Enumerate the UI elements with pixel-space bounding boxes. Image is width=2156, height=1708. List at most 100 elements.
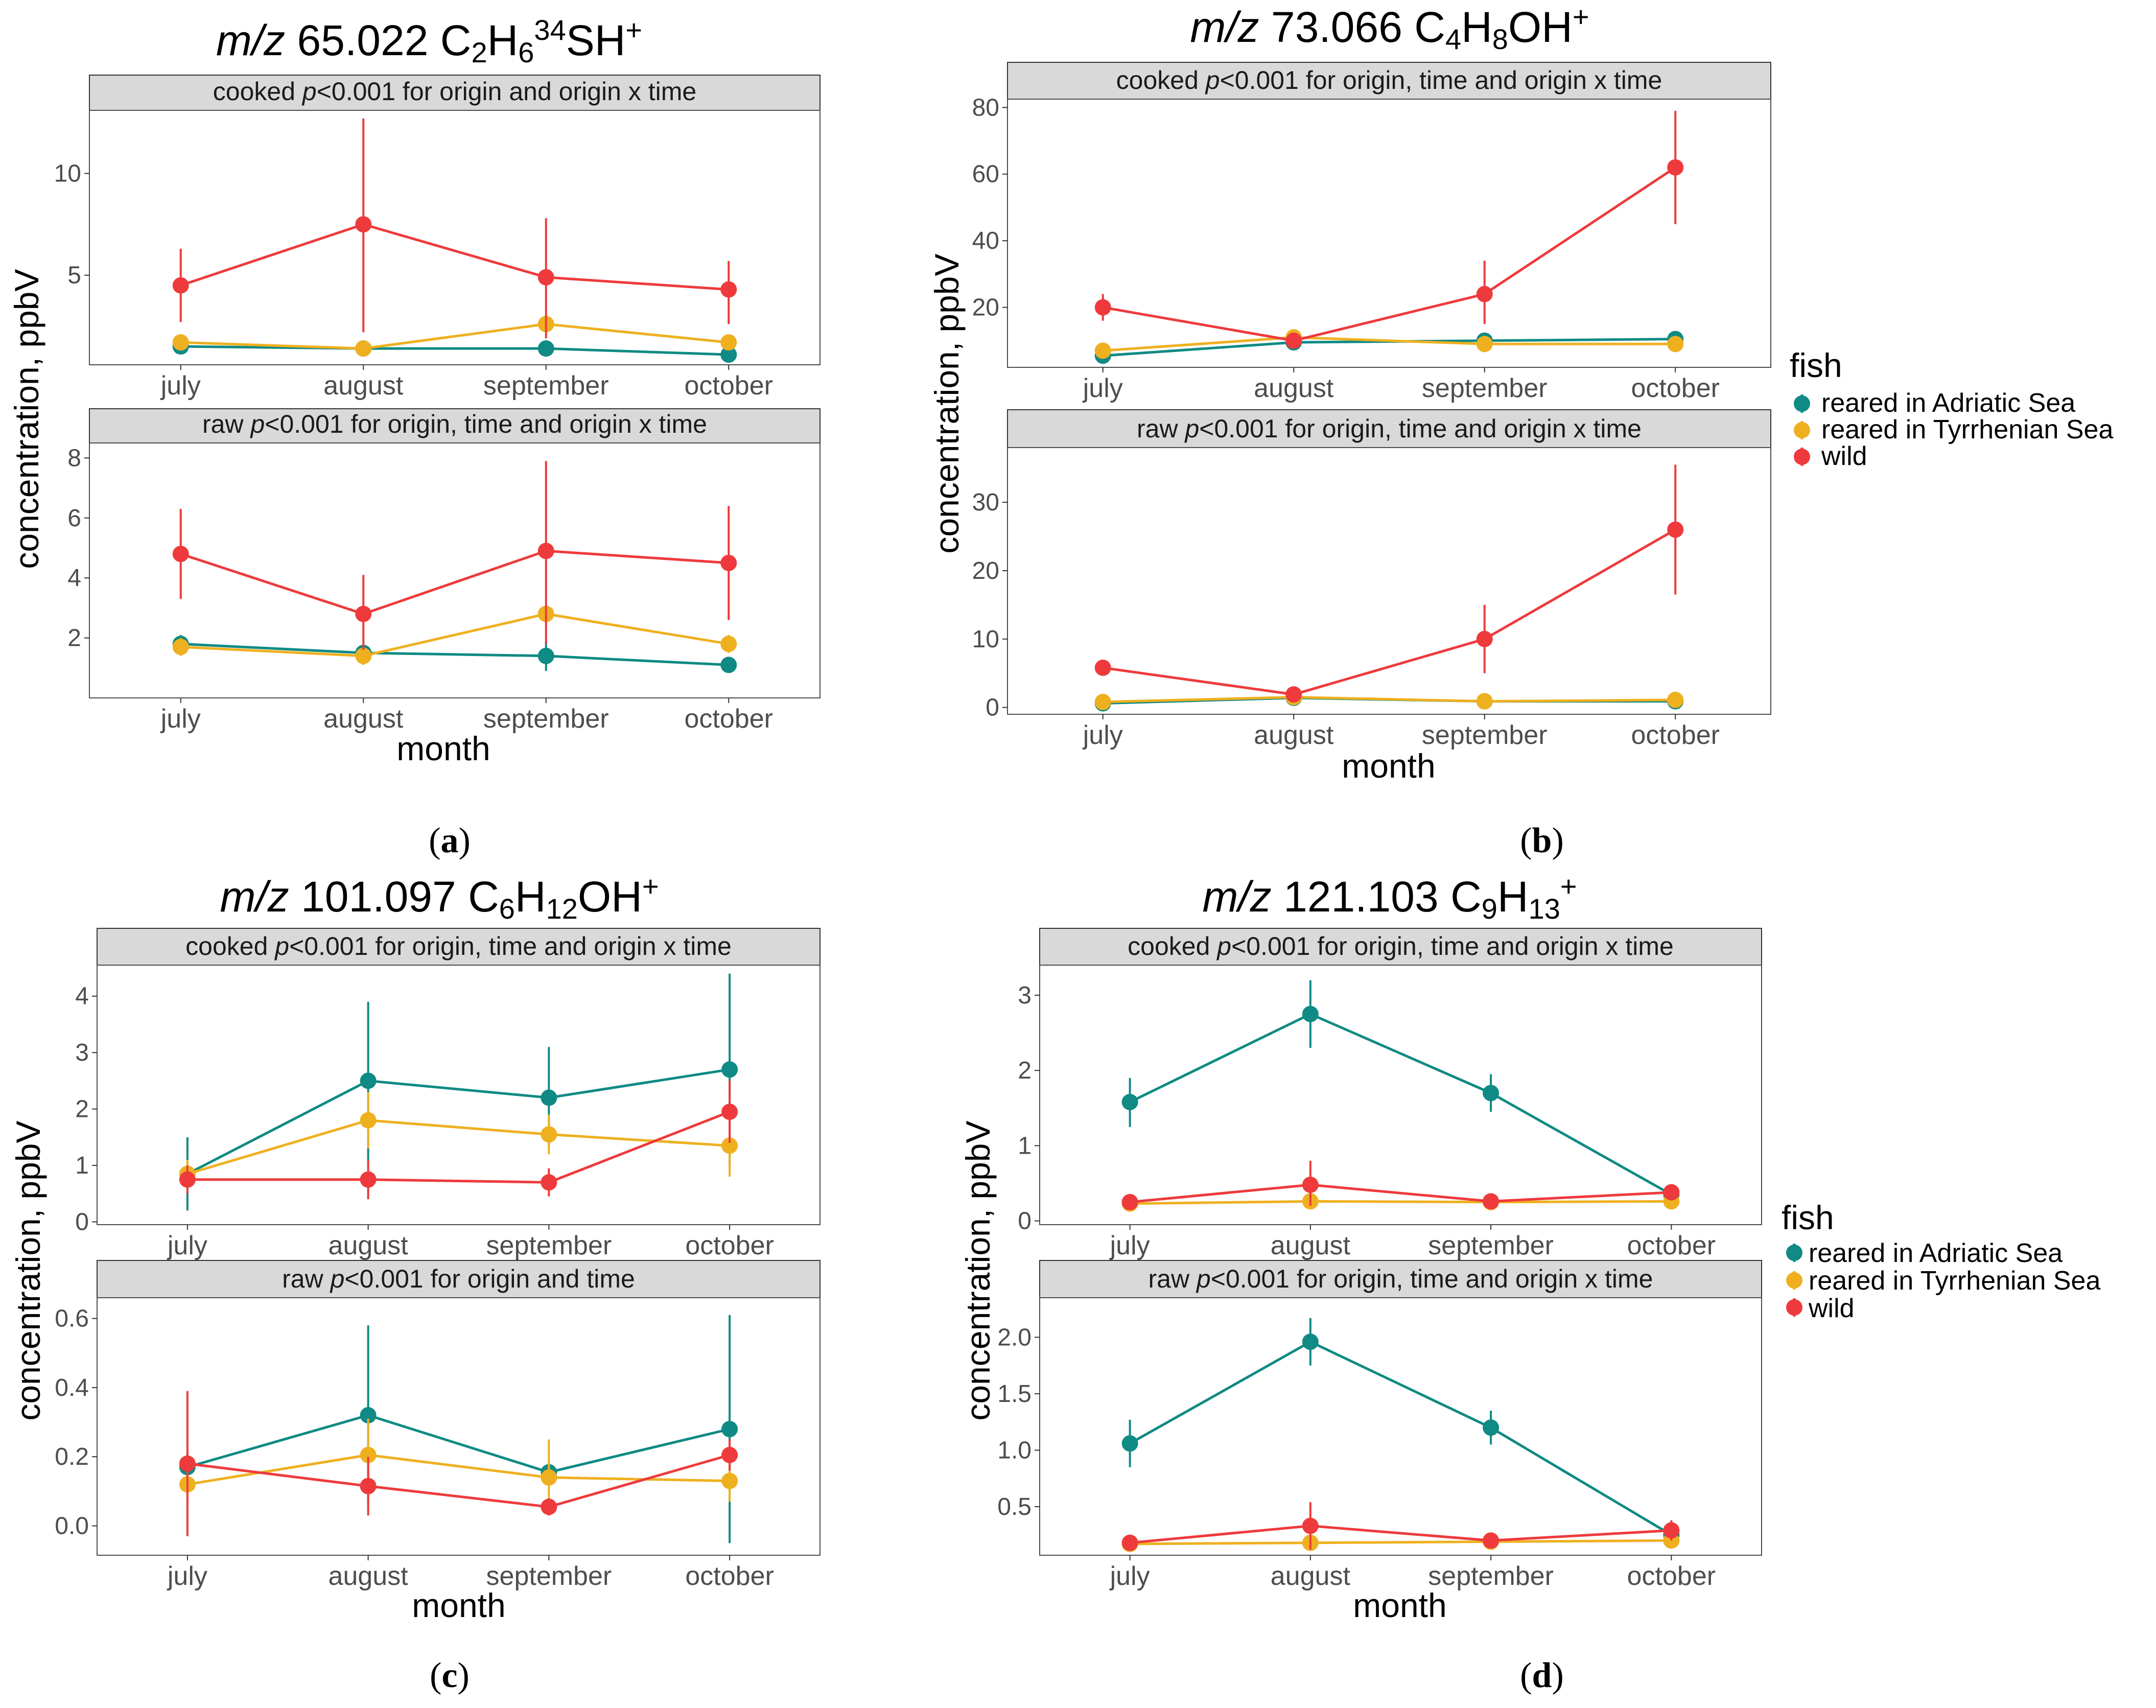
y-tick-label: 1 xyxy=(1018,1132,1032,1159)
strip-label: cooked p<0.001 for origin and origin x t… xyxy=(213,77,696,106)
figure-b: m/z 73.066 C4H8OH+ concentration, ppbV m… xyxy=(928,1,1589,860)
legend-bottom-entry-wild: wild xyxy=(1786,1294,1855,1323)
data-point-adriatic xyxy=(537,647,554,664)
data-point-adriatic xyxy=(1483,1419,1499,1436)
series-line-adriatic xyxy=(180,642,729,666)
y-tick-label: 0.6 xyxy=(55,1305,89,1332)
data-point-wild xyxy=(1483,1532,1499,1549)
y-tick-label: 2 xyxy=(67,625,81,652)
y-tick-label: 0 xyxy=(986,694,999,721)
strip-background xyxy=(89,75,821,111)
figure-a-title: m/z 65.022 C2H634SH+ xyxy=(216,14,642,68)
data-point-wild xyxy=(1094,299,1111,316)
data-point-wild xyxy=(1302,1176,1319,1193)
data-point-adriatic xyxy=(360,1407,377,1424)
data-point-tyrrhenian xyxy=(1094,693,1111,710)
data-point-adriatic xyxy=(360,1072,377,1089)
data-point-wild xyxy=(541,1499,557,1515)
y-tick-label: 60 xyxy=(972,161,999,188)
x-tick-label: september xyxy=(1428,1231,1554,1260)
data-point-adriatic xyxy=(537,340,554,357)
data-point-tyrrhenian xyxy=(355,340,372,357)
series-tyrrhenian xyxy=(172,316,737,357)
y-tick-label: 0.4 xyxy=(55,1374,89,1401)
series-line-wild xyxy=(1130,1183,1672,1204)
data-point-tyrrhenian xyxy=(1094,342,1111,359)
data-point-tyrrhenian xyxy=(541,1126,557,1143)
legend-top-label-tyrrhenian: reared in Tyrrhenian Sea xyxy=(1821,415,2113,444)
data-point-wild xyxy=(179,1171,196,1188)
series-line-adriatic xyxy=(180,345,729,356)
y-tick-label: 3 xyxy=(75,1039,89,1066)
legend-bottom-label-wild: wild xyxy=(1808,1294,1855,1323)
data-point-adriatic xyxy=(1121,1093,1138,1110)
y-tick-label: 20 xyxy=(972,294,999,321)
data-point-wild xyxy=(360,1478,377,1494)
series-line-tyrrhenian xyxy=(180,322,729,350)
legend-bottom-entry-adriatic: reared in Adriatic Sea xyxy=(1786,1238,2063,1268)
legend-top-entry-tyrrhenian: reared in Tyrrhenian Sea xyxy=(1794,415,2113,444)
figure-c-title: m/z 101.097 C6H12OH+ xyxy=(220,870,659,925)
series-line-adriatic xyxy=(186,1068,730,1175)
series-wild xyxy=(172,461,737,650)
y-tick-label: 1 xyxy=(75,1152,89,1179)
y-tick-label: 0 xyxy=(75,1208,89,1235)
series-line-tyrrhenian xyxy=(187,1119,730,1175)
y-tick-label: 10 xyxy=(972,626,999,653)
data-point-wild xyxy=(720,554,737,571)
x-tick-label: september xyxy=(1422,720,1548,750)
data-point-tyrrhenian xyxy=(360,1446,377,1463)
plot-frame xyxy=(89,442,821,698)
data-point-wild xyxy=(1663,1522,1680,1539)
chart-b-panel-cooked: cooked p<0.001 for origin, time and orig… xyxy=(972,62,1771,403)
x-tick-label: july xyxy=(1109,1231,1150,1260)
y-tick-label: 0.0 xyxy=(55,1512,89,1539)
series-line-tyrrhenian xyxy=(180,613,729,658)
legend-top-title: fish xyxy=(1790,346,1842,384)
chart-b-panel-raw: raw p<0.001 for origin, time and origin … xyxy=(972,409,1771,750)
x-tick-label: october xyxy=(685,1231,774,1260)
plot-frame xyxy=(97,965,821,1225)
x-tick-label: october xyxy=(1631,720,1720,750)
plot-frame xyxy=(97,1297,821,1556)
data-point-tyrrhenian xyxy=(172,639,189,656)
series-line-wild xyxy=(187,1110,731,1184)
x-tick-label: october xyxy=(1627,1231,1716,1260)
series-line-adriatic xyxy=(1129,1340,1672,1536)
x-tick-label: july xyxy=(1082,720,1123,750)
y-tick-label: 1.0 xyxy=(997,1437,1032,1464)
figure-d-xlabel: month xyxy=(1353,1586,1446,1624)
figure-d: m/z 121.103 C9H13+ concentration, ppbV m… xyxy=(959,870,1577,1695)
x-tick-label: august xyxy=(1254,720,1334,750)
data-point-wild xyxy=(1667,159,1684,176)
x-tick-label: september xyxy=(486,1561,612,1591)
legend-top-marker-tyrrhenian xyxy=(1794,422,1810,438)
legend-bottom: fish reared in Adriatic Sea reared in Ty… xyxy=(1782,1199,2100,1323)
data-point-wild xyxy=(720,281,737,298)
legend-top: fish reared in Adriatic Sea reared in Ty… xyxy=(1790,346,2113,471)
figure-a-sublabel: (a) xyxy=(429,821,471,860)
chart-c-panel-cooked: cooked p<0.001 for origin, time and orig… xyxy=(75,928,821,1260)
x-tick-label: october xyxy=(1631,373,1720,403)
data-point-wild xyxy=(1302,1517,1319,1534)
data-point-tyrrhenian xyxy=(360,1112,377,1129)
data-point-adriatic xyxy=(720,657,737,673)
series-wild xyxy=(172,118,737,339)
chart-d-panel-cooked: cooked p<0.001 for origin, time and orig… xyxy=(1018,928,1762,1260)
x-tick-label: august xyxy=(1271,1231,1351,1260)
legend-bottom-entry-tyrrhenian: reared in Tyrrhenian Sea xyxy=(1786,1266,2100,1296)
legend-top-entry-wild: wild xyxy=(1794,441,1867,471)
strip-background xyxy=(1039,1260,1762,1298)
y-tick-label: 4 xyxy=(75,983,89,1010)
x-tick-label: october xyxy=(1627,1561,1716,1591)
chart-d: cooked p<0.001 for origin, time and orig… xyxy=(997,928,1762,1591)
data-point-wild xyxy=(1476,286,1493,302)
chart-b: cooked p<0.001 for origin, time and orig… xyxy=(972,62,1771,750)
data-point-wild xyxy=(1094,659,1111,676)
x-tick-label: july xyxy=(167,1561,207,1591)
figure-a-xlabel: month xyxy=(396,730,490,767)
data-point-tyrrhenian xyxy=(721,1137,738,1154)
figure-d-ylabel: concentration, ppbV xyxy=(959,1120,997,1420)
data-point-wild xyxy=(355,216,372,233)
plots-layer: cooked p<0.001 for origin and origin x t… xyxy=(54,62,1771,1591)
